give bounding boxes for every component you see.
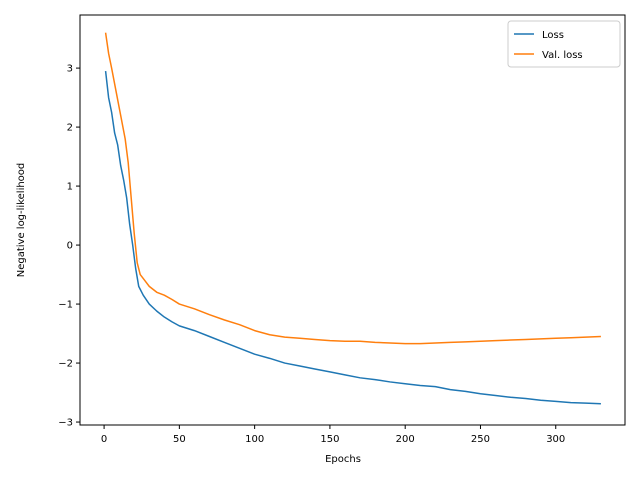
y-axis-label: Negative log-likelihood [16, 163, 27, 278]
x-tick-label: 0 [101, 434, 107, 445]
series-line-0 [104, 70, 601, 405]
x-tick-label: 300 [546, 434, 565, 445]
y-tick-label: 2 [67, 123, 73, 134]
y-tick-label: −3 [58, 418, 73, 429]
y-tick-label: −2 [58, 359, 73, 370]
x-tick-label: 250 [471, 434, 490, 445]
y-axis: −3 −2 −1 0 1 2 3 [58, 64, 80, 429]
x-axis-label: Epochs [325, 454, 361, 465]
x-tick-label: 150 [320, 434, 339, 445]
legend-box [507, 20, 621, 68]
legend-label: Val. loss [542, 50, 583, 61]
x-axis: 0 50 100 150 200 250 300 [101, 425, 565, 445]
legend-label: Loss [542, 30, 564, 41]
series-line-1 [104, 32, 601, 345]
y-tick-label: 1 [67, 182, 73, 193]
plot-frame [79, 14, 626, 426]
x-tick-label: 100 [245, 434, 264, 445]
x-tick-label: 200 [396, 434, 415, 445]
x-tick-label: 50 [173, 434, 186, 445]
y-tick-label: −1 [58, 300, 73, 311]
legend: Loss Val. loss [507, 20, 621, 68]
plot-content [104, 32, 601, 405]
y-tick-label: 3 [67, 64, 73, 75]
y-tick-label: 0 [67, 241, 73, 252]
